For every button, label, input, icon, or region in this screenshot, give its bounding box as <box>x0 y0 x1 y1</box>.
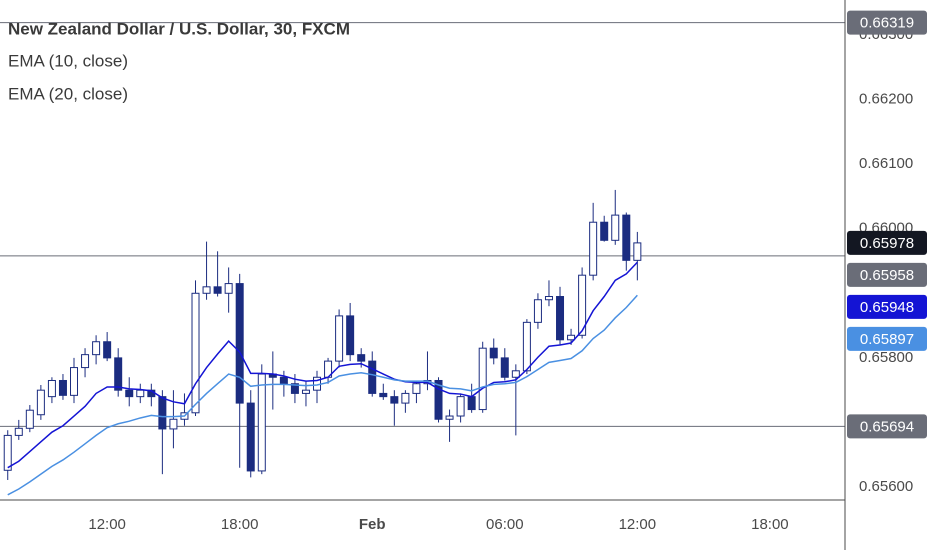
candle-body <box>257 373 266 472</box>
candle-body <box>489 347 498 359</box>
price-label: 0.66319 <box>860 15 914 32</box>
candle-body <box>633 242 642 261</box>
y-tick-label: 0.65800 <box>859 349 913 366</box>
candle-body <box>533 299 542 323</box>
x-tick-label: 18:00 <box>751 516 789 533</box>
candle-body <box>511 370 520 378</box>
legend-entry: EMA (10, close) <box>8 51 128 70</box>
candle-body <box>600 221 609 241</box>
candle-body <box>467 396 476 411</box>
candle-body <box>25 409 34 429</box>
candle-body <box>379 392 388 398</box>
candle-body <box>357 354 366 362</box>
candle-body <box>47 379 56 398</box>
ema-line <box>7 294 638 496</box>
x-tick-label: 12:00 <box>88 516 126 533</box>
candle-body <box>279 376 288 385</box>
candle-body <box>611 214 620 241</box>
candle-body <box>556 296 565 341</box>
legend-entry: EMA (20, close) <box>8 84 128 103</box>
ema-line <box>7 261 638 469</box>
price-label-box <box>847 294 927 319</box>
candle-body <box>290 383 299 394</box>
price-label: 0.65897 <box>860 331 914 348</box>
candle-body <box>544 296 553 301</box>
candle-body <box>434 379 443 420</box>
chart-title: New Zealand Dollar / U.S. Dollar, 30, FX… <box>8 19 350 38</box>
price-label-box <box>847 10 927 35</box>
candle-body <box>412 383 421 394</box>
candle-body <box>456 396 465 417</box>
plot-area <box>0 22 845 496</box>
candle-body <box>401 392 410 404</box>
candle-body <box>81 354 90 369</box>
price-label-box <box>847 230 927 255</box>
candle-body <box>622 214 631 261</box>
candle-body <box>224 283 233 294</box>
candle-body <box>213 286 222 294</box>
candle-body <box>335 315 344 362</box>
y-tick-label: 0.65600 <box>859 478 913 495</box>
price-labels: 0.66319 0.65978 0.65958 0.65948 0.65897 0.656… <box>847 10 927 439</box>
candle-body <box>158 396 167 430</box>
y-tick-label: 0.66200 <box>859 90 913 107</box>
x-tick-label: 06:00 <box>486 516 524 533</box>
candle-body <box>390 396 399 404</box>
price-label: 0.65948 <box>860 299 914 316</box>
price-label-box <box>847 414 927 439</box>
candle-body <box>125 389 134 398</box>
candle-body <box>103 341 112 359</box>
candle-body <box>114 357 123 391</box>
candle-body <box>191 292 200 414</box>
price-label-box <box>847 326 927 351</box>
x-tick-label: 18:00 <box>221 516 259 533</box>
candle-body <box>202 286 211 294</box>
price-label: 0.65694 <box>860 418 914 435</box>
candle-body <box>478 347 487 411</box>
x-tick-label: 12:00 <box>619 516 657 533</box>
y-tick-label: 0.66100 <box>859 155 913 172</box>
price-label: 0.65978 <box>860 235 914 252</box>
candle-body <box>70 367 79 396</box>
candle-body <box>14 427 23 436</box>
candle-body <box>92 341 101 356</box>
candle-body <box>301 389 310 394</box>
candle-body <box>169 418 178 430</box>
candle-body <box>368 360 377 394</box>
price-label-box <box>847 262 927 287</box>
candle-body <box>136 389 145 398</box>
candle-body <box>578 274 587 336</box>
candle-body <box>246 402 255 472</box>
x-tick-label: Feb <box>359 516 386 533</box>
candle-body <box>346 315 355 356</box>
candle-body <box>445 415 454 420</box>
candle-body <box>500 357 509 378</box>
candle-body <box>235 283 244 404</box>
candle-body <box>58 379 67 396</box>
candle-body <box>3 434 12 471</box>
candle-body <box>567 334 576 341</box>
candle-body <box>36 389 45 416</box>
candle-body <box>522 321 531 372</box>
candle-body <box>589 221 598 276</box>
price-label: 0.65958 <box>860 267 914 284</box>
